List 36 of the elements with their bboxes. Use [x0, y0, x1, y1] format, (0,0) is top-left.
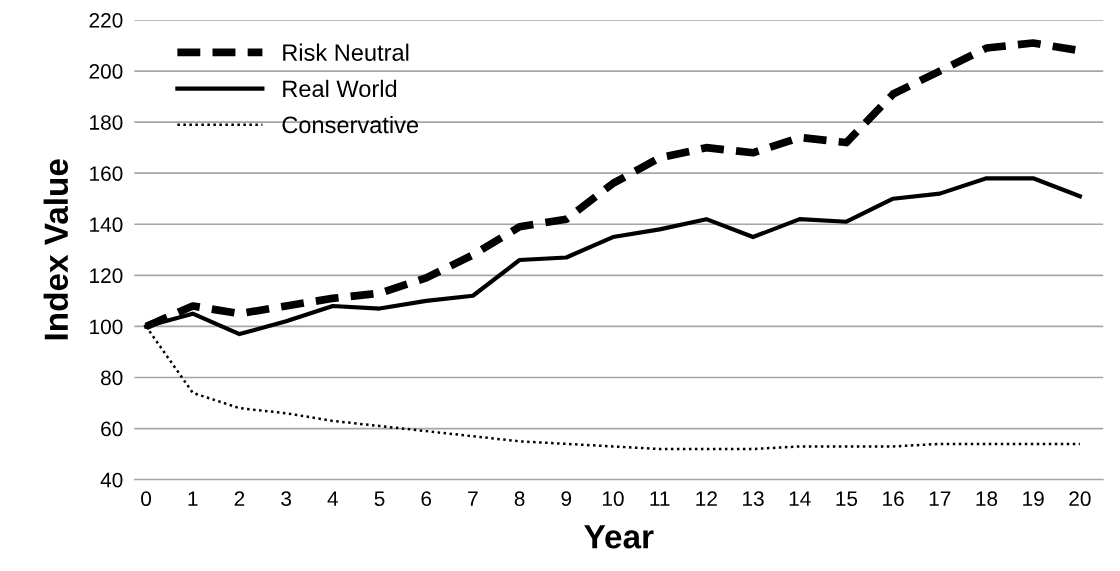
x-tick-label: 8	[514, 491, 525, 507]
x-tick-label: 10	[602, 491, 624, 507]
x-tick-label: 5	[374, 491, 385, 507]
y-tick-label: 160	[90, 166, 123, 181]
x-tick-label: 18	[976, 491, 998, 507]
x-tick-label: 7	[468, 491, 478, 506]
x-tick-label: 6	[421, 491, 432, 507]
x-tick-label: 4	[327, 491, 339, 506]
y-tick-label: 80	[101, 370, 123, 386]
y-tick-label: 40	[100, 472, 123, 488]
legend-label: Real World	[283, 79, 397, 98]
x-axis-title: Year	[584, 525, 654, 549]
x-tick-label: 16	[883, 491, 904, 507]
y-axis-title: Index Value	[43, 159, 69, 340]
x-tick-label: 9	[561, 491, 572, 507]
x-tick-label: 14	[789, 491, 811, 506]
x-tick-label: 3	[281, 491, 292, 507]
legend-label: Risk Neutral	[283, 43, 409, 61]
x-tick-label: 15	[836, 491, 858, 507]
x-tick-label: 0	[141, 491, 152, 507]
y-tick-label: 120	[90, 268, 123, 284]
x-tick-label: 17	[929, 491, 951, 506]
y-tick-label: 100	[90, 319, 123, 335]
x-tick-label: 1	[188, 491, 198, 506]
x-tick-label: 12	[696, 491, 717, 506]
y-tick-label: 140	[90, 217, 123, 233]
y-tick-label: 220	[89, 12, 123, 28]
x-tick-label: 13	[743, 491, 764, 507]
x-tick-label: 11	[650, 491, 670, 506]
legend-label: Conservative	[282, 115, 419, 134]
y-tick-label: 180	[90, 115, 123, 130]
y-tick-label: 200	[89, 64, 123, 79]
x-tick-label: 19	[1023, 491, 1044, 507]
x-tick-label: 2	[234, 491, 245, 506]
y-tick-label: 60	[101, 421, 123, 437]
x-tick-label: 20	[1069, 491, 1091, 507]
